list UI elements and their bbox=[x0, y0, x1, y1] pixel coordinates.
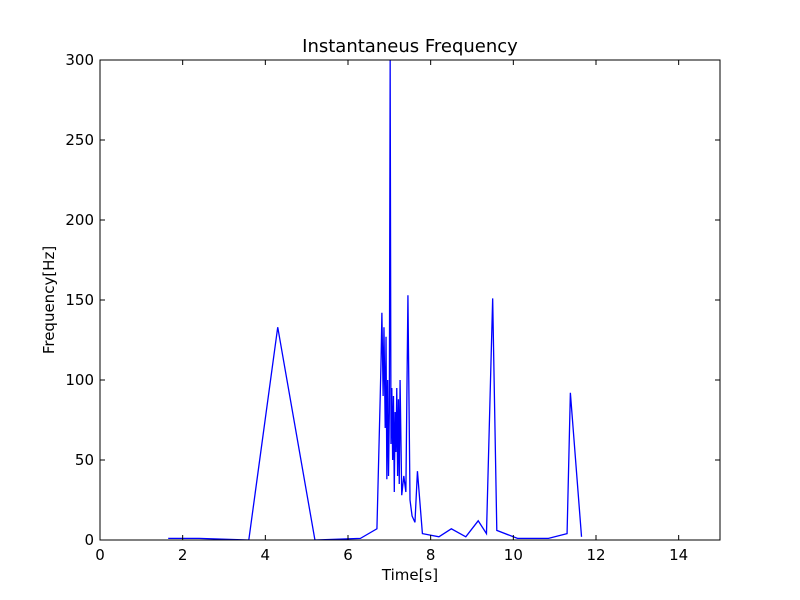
x-tick-label: 2 bbox=[178, 546, 188, 564]
x-axis-label: Time[s] bbox=[381, 566, 438, 584]
y-tick-label: 50 bbox=[75, 451, 94, 469]
y-tick-label: 150 bbox=[65, 291, 94, 309]
x-tick-label: 8 bbox=[426, 546, 436, 564]
plot-area bbox=[99, 59, 721, 541]
y-tick-label: 100 bbox=[65, 371, 94, 389]
x-tick-label: 0 bbox=[95, 546, 105, 564]
x-tick-label: 10 bbox=[504, 546, 523, 564]
y-tick-label: 0 bbox=[84, 531, 94, 549]
chart-title: Instantaneus Frequency bbox=[302, 36, 518, 57]
y-tick-label: 200 bbox=[65, 211, 94, 229]
x-tick-label: 6 bbox=[343, 546, 353, 564]
series-line-0 bbox=[168, 60, 583, 540]
y-axis-ticks: 0 50 100 150 200 250 300 bbox=[65, 51, 720, 549]
x-tick-label: 14 bbox=[669, 546, 688, 564]
x-axis-ticks: 0 2 4 6 8 10 12 14 bbox=[95, 60, 688, 564]
y-axis-label: Frequency[Hz] bbox=[40, 246, 58, 354]
y-tick-label: 250 bbox=[65, 131, 94, 149]
x-tick-label: 4 bbox=[261, 546, 271, 564]
x-tick-label: 12 bbox=[586, 546, 605, 564]
y-tick-label: 300 bbox=[65, 51, 94, 69]
